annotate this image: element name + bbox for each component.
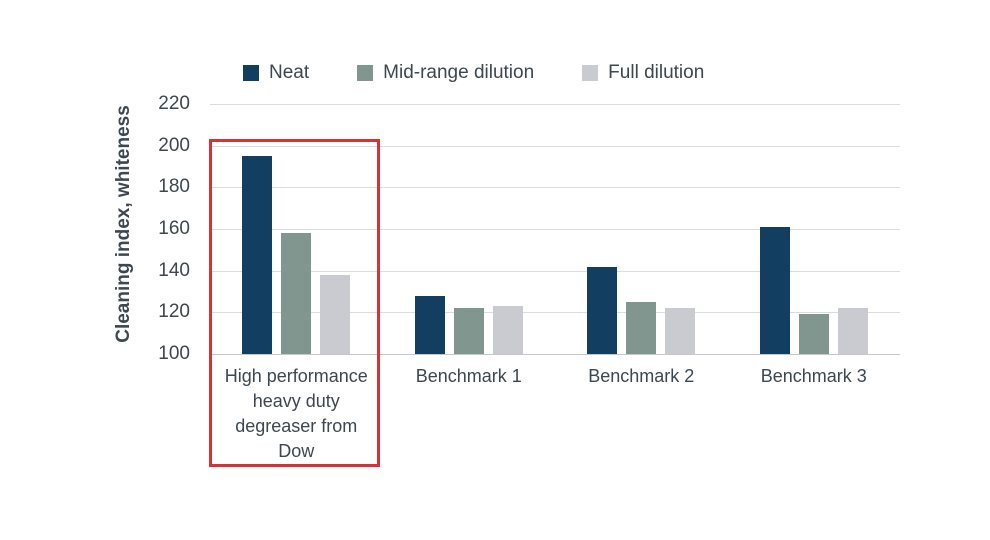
bar-full-dilution-0 <box>320 274 351 354</box>
plot-area <box>210 104 900 355</box>
y-axis-title: Cleaning index, whiteness <box>113 105 134 343</box>
bar-full-dilution-3 <box>837 308 868 354</box>
bar-neat-0 <box>242 156 273 354</box>
x-category-label-text: Benchmark 1 <box>415 366 522 386</box>
legend-item: Neat <box>243 62 309 84</box>
legend-item: Full dilution <box>582 62 704 84</box>
y-tick-label: 200 <box>158 134 190 156</box>
y-tick-label: 220 <box>158 93 190 114</box>
gridline <box>210 187 900 189</box>
x-category-label: Benchmark 1 <box>383 364 556 389</box>
legend-label: Neat <box>269 62 310 83</box>
y-tick-label: 120 <box>158 301 190 323</box>
bar-mid-range-dilution-0 <box>281 233 312 354</box>
chart-legend: Neat Mid-range dilution Full dilution <box>243 62 704 84</box>
x-category-label-text: Benchmark 3 <box>760 366 867 386</box>
y-tick-label: 180 <box>158 176 190 198</box>
gridline <box>210 104 900 105</box>
y-tick-label: 100 <box>158 343 190 364</box>
legend-swatch-icon <box>243 65 259 81</box>
legend-label: Full dilution <box>608 62 705 83</box>
gridline <box>210 145 900 147</box>
gridline <box>210 270 900 272</box>
x-category-label-text: High performance heavy duty degreaser fr… <box>224 366 368 461</box>
bar-full-dilution-1 <box>492 306 523 354</box>
bar-mid-range-dilution-1 <box>453 308 484 354</box>
legend-label: Mid-range dilution <box>383 62 535 83</box>
bar-mid-range-dilution-3 <box>798 314 829 354</box>
gridline <box>210 312 900 314</box>
legend-swatch-icon <box>582 65 599 81</box>
bar-neat-3 <box>759 226 790 354</box>
bar-neat-2 <box>587 266 618 354</box>
x-category-label-text: Benchmark 2 <box>588 366 695 386</box>
x-category-label: Benchmark 2 <box>555 364 728 389</box>
x-category-label: High performance heavy duty degreaser fr… <box>210 364 383 464</box>
y-tick-label: 140 <box>158 259 190 281</box>
legend-swatch-icon <box>357 65 374 81</box>
gridline <box>210 229 900 230</box>
bar-full-dilution-2 <box>665 308 696 354</box>
bar-neat-1 <box>414 295 445 354</box>
gridline <box>210 354 900 355</box>
bar-mid-range-dilution-2 <box>626 301 657 354</box>
y-tick-label: 160 <box>158 218 190 239</box>
x-category-label: Benchmark 3 <box>728 364 901 389</box>
legend-item: Mid-range dilution <box>357 62 534 84</box>
